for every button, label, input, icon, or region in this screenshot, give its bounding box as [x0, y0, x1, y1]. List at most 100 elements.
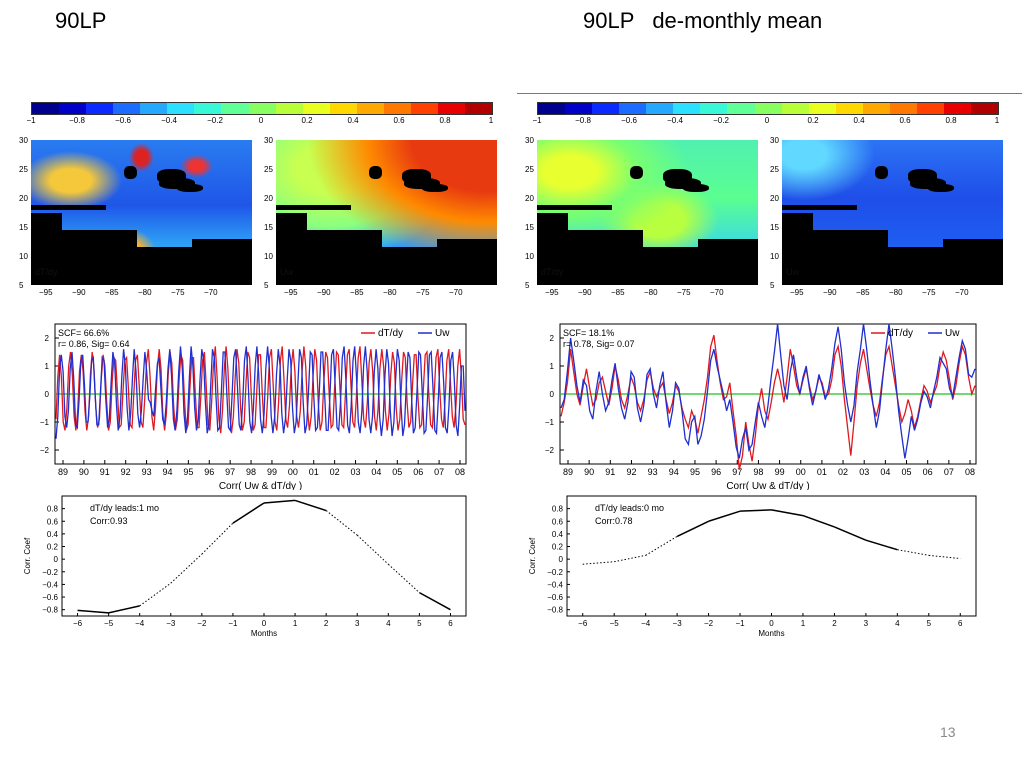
x-tick-label: 00	[288, 467, 298, 477]
map-lon-tick: −70	[449, 288, 463, 297]
y-tick-label: 1	[550, 362, 555, 371]
colorbar-tick-label: 0.2	[301, 116, 313, 125]
x-tick-label: 97	[732, 467, 742, 477]
map-lon-tick: −95	[790, 288, 804, 297]
map-lat-tick: 10	[19, 252, 28, 261]
y-tick-label: 0.4	[47, 530, 59, 539]
map-lon-tick: −85	[611, 288, 625, 297]
x-tick-label: 1	[293, 619, 298, 628]
colorbar-segment	[619, 103, 647, 114]
map-lat-tick: 15	[770, 223, 779, 232]
map-lat-tick: 15	[525, 223, 534, 232]
colorbar-segment	[113, 103, 141, 114]
map-lon-tick: −75	[171, 288, 185, 297]
y-tick-label: 0.2	[552, 543, 564, 552]
x-axis-title: Corr( Uw & dT/dy )	[726, 481, 809, 490]
map-lon-tick: −80	[889, 288, 903, 297]
colorbar-segment	[383, 103, 411, 114]
map-lat-tick: 5	[770, 281, 775, 290]
map-lon-tick: −95	[39, 288, 53, 297]
x-tick-label: 03	[859, 467, 869, 477]
colorbar-segment	[565, 103, 593, 114]
x-tick-label: 89	[563, 467, 573, 477]
x-tick-label: 96	[204, 467, 214, 477]
stat-annotation: r= 0.78, Sig= 0.07	[563, 339, 635, 349]
y-tick-label: −1	[40, 418, 50, 427]
lag-correlation-segment	[802, 514, 835, 528]
x-tick-label: −4	[135, 619, 145, 628]
x-tick-label: 05	[902, 467, 912, 477]
y-tick-label: −0.6	[42, 593, 58, 602]
land-mass	[368, 166, 383, 180]
map-label: Uw	[786, 267, 799, 277]
x-tick-label: 0	[262, 619, 267, 628]
x-tick-label: 93	[648, 467, 658, 477]
land-mass	[782, 229, 889, 285]
timeseries-chart-left: 2 1 0 −1 −2 89 90 91 92 93 94 95 96 97 98 99 00 01 02 03 04 0…	[40, 323, 467, 490]
land-mass	[927, 183, 955, 193]
map-lat-tick: 5	[264, 281, 269, 290]
x-tick-label: 5	[417, 619, 422, 628]
y-tick-label: 0.6	[47, 517, 59, 526]
colorbar-tick-label: −1	[26, 116, 36, 125]
map-label: Uw	[280, 267, 293, 277]
x-tick-label: 1	[801, 619, 806, 628]
colorbar-tick-label: −0.8	[69, 116, 85, 125]
land-mass	[883, 247, 950, 285]
x-axis-title: Months	[251, 629, 277, 638]
map-lat-tick: 25	[770, 165, 779, 174]
colorbar-segment	[329, 103, 357, 114]
map-lat-tick: 25	[19, 165, 28, 174]
colorbar-segment	[943, 103, 971, 114]
map-lat-tick: 30	[525, 136, 534, 145]
land-mass	[159, 177, 195, 190]
land-mass	[910, 177, 946, 190]
series-line-dtdy	[55, 346, 466, 434]
y-tick-label: 0.4	[552, 530, 564, 539]
legend-label: dT/dy	[888, 328, 913, 339]
lag-correlation-segment	[740, 509, 772, 512]
x-tick-label: 0	[769, 619, 774, 628]
map-panel: dT/dy	[31, 140, 252, 285]
land-mass	[698, 238, 758, 285]
x-tick-label: −1	[228, 619, 238, 628]
colorbar-segment	[538, 103, 566, 114]
series-line-uw	[560, 323, 976, 459]
lag-correlation-segment	[201, 522, 234, 555]
map-panel: Uw	[782, 140, 1003, 285]
map-lat-tick: 15	[264, 223, 273, 232]
x-tick-label: 02	[330, 467, 340, 477]
x-tick-label: −6	[578, 619, 588, 628]
x-tick-label: 4	[386, 619, 391, 628]
colorbar-segment	[221, 103, 249, 114]
map-lon-tick: −85	[856, 288, 870, 297]
y-tick-label: −0.6	[547, 593, 563, 602]
lag-correlation-chart-left: 0.8 0.6 0.4 0.2 0 −0.2 −0.4 −0.6 −0.8 −6 −5 −4 −3 −2 −…	[23, 495, 467, 638]
colorbar-segment	[194, 103, 222, 114]
lag-correlation-segment	[645, 535, 678, 556]
colorbar-segment	[835, 103, 863, 114]
lag-annotation: Corr:0.93	[90, 516, 128, 526]
land-mass	[192, 238, 252, 285]
land-mass	[276, 229, 383, 285]
land-mass	[31, 229, 138, 285]
map-lat-tick: 20	[770, 194, 779, 203]
colorbar-segment	[59, 103, 87, 114]
y-axis-title: Corr. Coef	[528, 537, 537, 574]
colorbar-segment	[700, 103, 728, 114]
map-lon-tick: −90	[578, 288, 592, 297]
colorbar-segment	[673, 103, 701, 114]
y-tick-label: 0.8	[47, 505, 59, 514]
slide-title-left: 90LP	[55, 8, 107, 33]
land-mass	[874, 166, 889, 180]
x-tick-label: 08	[965, 467, 975, 477]
map-lat-tick: 10	[525, 252, 534, 261]
x-tick-label: −3	[673, 619, 683, 628]
colorbar-tick-label: 0.8	[945, 116, 957, 125]
x-tick-label: 95	[183, 467, 193, 477]
y-tick-label: 0	[54, 555, 59, 564]
x-tick-label: 97	[225, 467, 235, 477]
colorbar-segment	[862, 103, 890, 114]
x-tick-label: 98	[246, 467, 256, 477]
map-lat-tick: 25	[264, 165, 273, 174]
